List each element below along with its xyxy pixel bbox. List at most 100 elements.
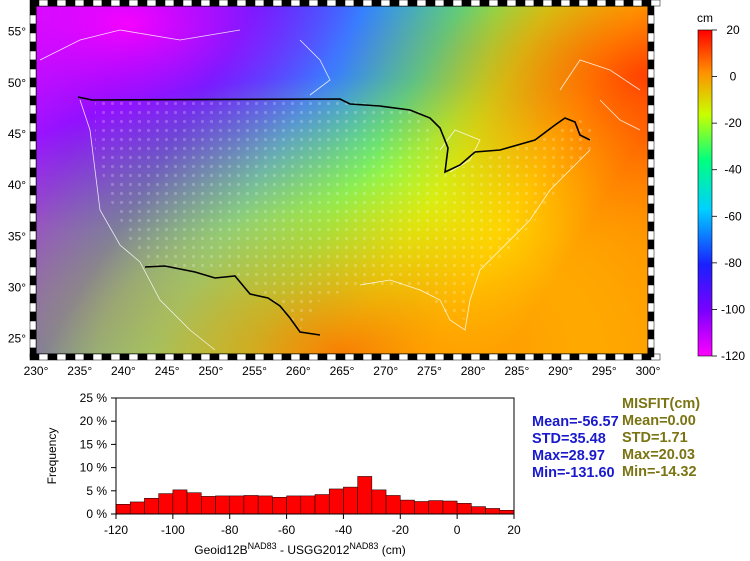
frame-segment [29,149,37,160]
frame-segment [29,32,37,43]
frame-segment [56,353,67,361]
frame-segment [647,140,655,151]
frame-segment [263,0,274,7]
lon-label: 260° [286,364,311,378]
frame-segment [533,353,544,361]
lon-label: 235° [67,364,92,378]
stats-std: STD=35.48 [532,431,606,447]
frame-segment [647,95,655,106]
frame-segment [605,353,616,361]
frame-segment [647,86,655,97]
frame-segment [647,302,655,313]
misfit-max: Max=20.03 [622,447,695,463]
frame-segment [461,0,472,7]
frame-segment [335,353,346,361]
x-tick-label: -40 [335,523,353,537]
histogram-bar [414,501,429,515]
frame-segment [299,0,310,7]
frame-segment [605,0,616,7]
histogram-bar [471,506,486,515]
frame-segment [29,239,37,250]
frame-segment [416,0,427,7]
histogram-bars [115,476,515,515]
histogram-bar [314,494,330,515]
frame-segment [29,77,37,88]
misfit-std: STD=1.71 [622,430,688,446]
frame-segment [344,0,355,7]
frame-segment [647,77,655,88]
frame-segment [560,353,571,361]
frame-segment [245,353,256,361]
frame-segment [515,0,526,7]
frame-segment [164,353,175,361]
histogram-bar [144,497,159,515]
frame-segment [380,0,391,7]
y-tick-label: 20 % [80,414,108,428]
frame-segment [647,104,655,115]
frame-segment [299,353,310,361]
frame-segment [647,14,655,25]
frame-segment [92,353,103,361]
frame-segment [200,353,211,361]
frame-segment [452,353,463,361]
frame-segment [254,353,265,361]
stats-max: Max=28.97 [532,448,605,464]
lat-label: 45° [8,127,26,141]
frame-segment [641,0,652,7]
frame-segment [647,176,655,187]
lon-label: 270° [373,364,398,378]
frame-segment [647,338,655,349]
frame-segment [191,353,202,361]
frame-segment [29,320,37,331]
frame-segment [191,0,202,7]
frame-segment [38,353,49,361]
histogram-bar [229,495,245,515]
frame-segment [218,0,229,7]
frame-segment [290,0,301,7]
lon-label: 250° [198,364,223,378]
frame-segment [647,167,655,178]
frame-segment [155,353,166,361]
frame-segment [29,41,37,52]
colorbar-tick-label: -100 [721,302,745,316]
frame-segment [407,0,418,7]
misfit-mean: Mean=0.00 [622,413,696,429]
stats-misfit: MISFIT(cm) Mean=0.00 STD=1.71 Max=20.03 … [622,396,700,481]
frame-segment [272,353,283,361]
histogram-bar [115,504,131,515]
frame-segment [47,0,58,7]
histogram-bar [129,501,145,515]
frame-segment [281,353,292,361]
lon-label: 300° [636,364,661,378]
frame-segment [236,353,247,361]
frame-segment [647,203,655,214]
frame-segment [587,0,598,7]
frame-segment [647,131,655,142]
histogram-bar [456,503,472,515]
frame-segment [434,353,445,361]
frame-segment [65,0,76,7]
frame-segment [29,302,37,313]
frame-segment [479,353,490,361]
colorbar-ticks: 20 0 -20 -40 -60 -80 -100 -120 [712,23,745,363]
histogram-bar [286,495,302,515]
histogram-bar [158,493,174,515]
longitude-labels: 230° 235° 240° 245° 250° 255° 260° 265° 270° 275°… [24,364,661,378]
frame-segment [647,284,655,295]
frame-segment [326,0,337,7]
frame-segment [614,0,625,7]
frame-segment [647,122,655,133]
frame-segment [647,5,655,16]
histogram-bar [172,489,188,515]
frame-segment [524,353,535,361]
lon-label: 255° [242,364,267,378]
us-canada-border [77,96,591,174]
frame-segment [29,266,37,277]
frame-segment [353,0,364,7]
frame-segment [647,59,655,70]
colorbar-unit: cm [697,11,713,25]
frame-segment [182,0,193,7]
colorbar-tick-label: -60 [724,209,742,223]
frame-segment [218,353,229,361]
frame-segment [272,0,283,7]
